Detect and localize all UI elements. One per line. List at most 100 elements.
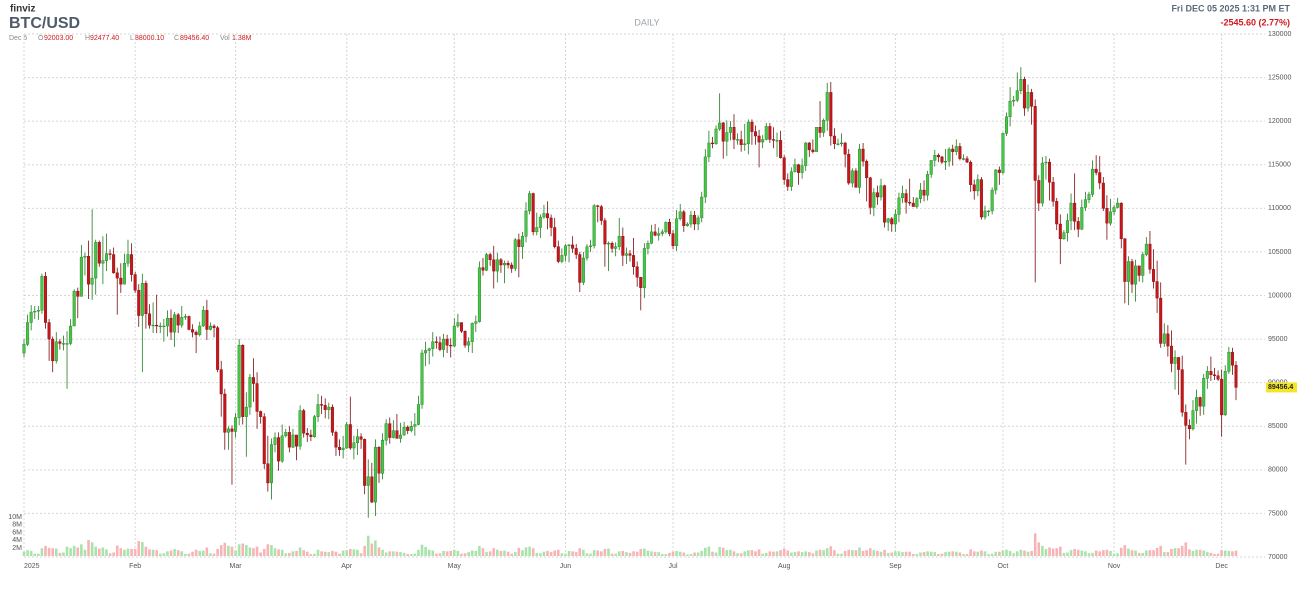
candle-body — [843, 142, 847, 155]
volume-bar — [234, 550, 237, 556]
volume-bar — [908, 551, 911, 556]
price-change: -2545.60 (2.77%) — [1220, 17, 1290, 27]
volume-bar — [704, 547, 707, 556]
volume-bar — [80, 544, 83, 556]
volume-bar — [582, 549, 585, 556]
volume-bar — [54, 548, 58, 556]
volume-bar — [1098, 551, 1102, 556]
volume-bar — [478, 545, 481, 556]
volume-bar — [786, 550, 790, 556]
candle-body — [965, 158, 969, 163]
volume-bar — [682, 552, 686, 556]
candle-body — [474, 321, 478, 324]
candle-body — [79, 256, 83, 297]
volume-bar — [481, 548, 485, 556]
volume-bar — [87, 540, 90, 556]
volume-bar — [825, 548, 829, 556]
volume-bar — [951, 551, 955, 556]
candle-body — [610, 242, 614, 249]
candle-body — [1033, 106, 1037, 181]
candle-body — [754, 131, 757, 137]
volume-bar — [1177, 548, 1180, 556]
volume-bar — [1202, 550, 1206, 556]
candle-body — [112, 254, 116, 274]
volume-bar — [302, 550, 305, 556]
candle-body — [786, 179, 790, 187]
candle-body — [829, 92, 833, 137]
candle-body — [940, 156, 944, 163]
candle-body — [355, 436, 359, 444]
candle-body — [875, 192, 879, 198]
volume-bar — [201, 550, 205, 556]
volume-bar — [686, 554, 689, 556]
candle-body — [499, 259, 503, 266]
candle-body — [216, 327, 220, 370]
candle-body — [309, 434, 313, 437]
volume-bar — [427, 549, 431, 556]
candle-body — [359, 436, 363, 440]
y-tick-label: 115000 — [1268, 162, 1291, 169]
volume-bar — [173, 548, 176, 556]
brand-logo[interactable]: finviz — [10, 4, 36, 15]
candle-body — [29, 311, 33, 323]
volume-bar — [151, 549, 155, 556]
volume-bar — [402, 552, 406, 556]
candle-body — [316, 404, 320, 417]
volume-bar — [313, 553, 316, 556]
volume-bar — [460, 553, 463, 556]
x-tick-label: Mar — [230, 563, 243, 570]
volume-bar — [241, 543, 245, 556]
volume-bar — [126, 548, 130, 556]
volume-bar — [1216, 553, 1220, 556]
candle-body — [463, 331, 467, 346]
candle-body — [1220, 378, 1224, 416]
volume-bar — [833, 550, 836, 556]
candle-body — [373, 446, 377, 503]
candle-body — [1051, 181, 1055, 202]
volume-bar — [431, 550, 435, 556]
candle-body — [703, 156, 707, 198]
volume-bar — [323, 551, 327, 556]
candle-body — [1155, 281, 1159, 299]
volume-bar — [1195, 549, 1198, 556]
volume-bar — [130, 548, 133, 556]
candle-body — [646, 242, 650, 249]
volume-bar — [356, 549, 359, 556]
candle-body — [1005, 116, 1008, 134]
candle-body — [1223, 371, 1227, 416]
candle-body — [266, 463, 270, 484]
volume-bar — [711, 551, 714, 556]
candle-body — [926, 174, 930, 196]
volume-bar — [668, 552, 671, 556]
volume-bar — [1026, 551, 1030, 556]
candle-body — [825, 92, 829, 121]
candle-body — [241, 344, 245, 417]
candle-body — [721, 122, 725, 142]
period-label: DAILY — [634, 17, 659, 27]
volume-bar — [1051, 548, 1055, 556]
candle-body — [832, 135, 836, 145]
volume-bar — [209, 553, 212, 556]
volume-bars — [22, 533, 1238, 556]
candle-body — [1205, 371, 1209, 379]
volume-bar — [309, 554, 313, 556]
candle-body — [585, 246, 589, 259]
volume-bar — [413, 553, 417, 556]
volume-bar — [248, 547, 252, 556]
volume-bar — [349, 548, 352, 556]
volume-bar — [729, 549, 732, 556]
candle-body — [811, 149, 815, 152]
volume-bar — [962, 554, 965, 556]
candle-body — [61, 343, 65, 345]
volume-bar — [47, 547, 51, 556]
volume-bar — [76, 547, 80, 556]
volume-bar — [1184, 542, 1188, 556]
candle-body — [693, 215, 697, 225]
volume-bar — [693, 552, 696, 556]
volume-bar — [1116, 553, 1119, 556]
volume-bar — [732, 551, 736, 556]
volume-bar — [316, 549, 320, 556]
candle-body — [90, 277, 94, 285]
candle-body — [865, 161, 869, 179]
